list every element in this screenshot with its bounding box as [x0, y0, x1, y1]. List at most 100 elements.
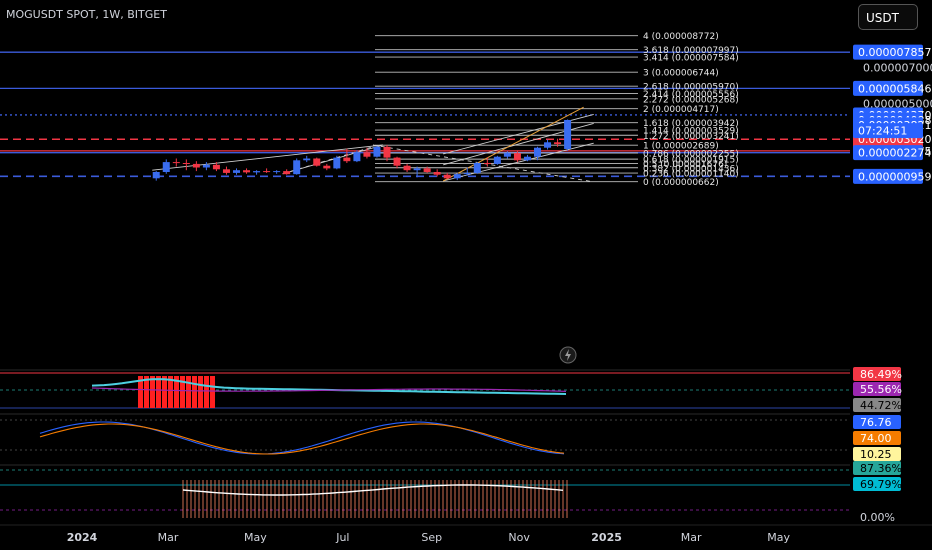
fib-label: 3 (0.000006744)	[643, 69, 719, 79]
candle-body	[263, 171, 271, 173]
candle-body	[323, 165, 331, 169]
candle-body	[413, 168, 421, 171]
candle-body	[233, 170, 240, 173]
candle-body	[182, 163, 190, 164]
candle-body	[383, 146, 391, 158]
fib-label: 3.414 (0.000007584)	[643, 54, 739, 64]
x-tick-label: Sep	[421, 531, 442, 544]
price-axis: 0.000007000 0.000005000 0.000007857 0.00000…	[853, 44, 932, 524]
candle-body	[212, 164, 220, 170]
candle-body	[493, 156, 501, 164]
x-tick-label: Nov	[508, 531, 530, 544]
fib-label: 0.382 (0.000001436)	[643, 164, 739, 174]
candle-body	[483, 163, 491, 164]
time-axis: 2024 Mar May Jul Sep Nov 2025 Mar May	[0, 524, 932, 544]
price-label: 0.000007857	[858, 46, 931, 59]
panel1-bar	[192, 376, 197, 408]
y-tick-label: 0.000005000	[863, 98, 932, 111]
candle-body	[162, 162, 170, 172]
indicator-value-box	[853, 367, 901, 381]
x-tick-label: 2025	[591, 531, 622, 544]
fib-label: 2.618 (0.000005970)	[643, 83, 739, 93]
panel1-bar	[138, 376, 143, 408]
candle-body	[152, 172, 160, 179]
candle-body	[513, 153, 521, 161]
candle-body	[463, 172, 471, 175]
candle-body	[564, 119, 572, 149]
indicator-value-box	[853, 477, 901, 491]
panel1-bar	[204, 376, 209, 408]
fib-label: 2 (0.000004717)	[643, 105, 719, 115]
price-label-box	[853, 123, 923, 139]
fibonacci-levels: 0 (0.000000662)0.236 (0.000001140)0.382 …	[375, 32, 739, 188]
indicator-value-box	[853, 382, 901, 396]
indicator-value-box	[853, 510, 901, 524]
indicator-value-box	[853, 415, 901, 429]
panel1-bar	[198, 376, 203, 408]
indicator-value: 0.00%	[860, 511, 895, 524]
fib-label: 2.414 (0.000005556)	[643, 90, 739, 100]
price-label: 0.000005846	[858, 82, 931, 95]
x-tick-label: Mar	[681, 531, 702, 544]
indicator-value: 76.76	[860, 416, 892, 429]
candle-body	[303, 158, 311, 161]
candle-body	[373, 146, 381, 157]
candle-body	[393, 157, 401, 166]
panel1-bar	[174, 376, 179, 408]
indicator-value: 86.49%	[860, 368, 902, 381]
candle-body	[453, 174, 461, 179]
candle-body	[293, 160, 301, 175]
extension-line	[442, 106, 584, 182]
indicator-value-box	[853, 431, 901, 445]
fib-label: 1.618 (0.000003942)	[643, 119, 739, 129]
indicator-value-box	[853, 447, 901, 461]
panel1-bar	[144, 376, 149, 408]
candle-body	[283, 171, 291, 175]
fib-label: 4 (0.000008772)	[643, 32, 719, 42]
panel1-bar	[162, 376, 167, 408]
price-label-box	[853, 80, 923, 96]
indicator-value: 55.56%	[860, 383, 902, 396]
candle-body	[333, 157, 341, 169]
candle-body	[544, 142, 552, 148]
fib-label: 0.618 (0.000001915)	[643, 156, 739, 166]
candles	[152, 119, 572, 181]
price-label: 07:24:51	[858, 125, 907, 138]
fib-label: 0 (0.000000662)	[643, 178, 719, 188]
candle-body	[363, 152, 371, 157]
x-tick-label: Jul	[335, 531, 349, 544]
lightning-icon[interactable]	[559, 346, 577, 364]
price-label: 0.000000959	[858, 170, 931, 183]
fib-label: 1.414 (0.000003529)	[643, 127, 739, 137]
dashed-line	[372, 144, 594, 183]
candle-body	[523, 156, 531, 161]
fib-label: 3.618 (0.000007997)	[643, 46, 739, 56]
candle-body	[243, 170, 251, 173]
indicator-panels	[0, 369, 850, 518]
symbol-title: MOGUSDT SPOT, 1W, BITGET	[6, 8, 167, 21]
fib-label: 1 (0.000002689)	[643, 142, 719, 152]
candle-body	[554, 142, 562, 145]
panel1-bar	[168, 376, 173, 408]
candle-body	[313, 158, 321, 166]
candle-body	[222, 169, 230, 173]
channel-line	[152, 144, 384, 171]
candle-body	[353, 152, 361, 162]
indicator-value-box	[853, 398, 901, 412]
price-label-box	[853, 44, 923, 60]
candle-body	[443, 174, 451, 179]
candle-body	[343, 157, 351, 162]
fib-label: 0.786 (0.000002255)	[643, 150, 739, 160]
currency-selector[interactable]: USDT	[858, 4, 918, 30]
x-tick-label: Mar	[158, 531, 179, 544]
candle-body	[253, 171, 261, 173]
x-tick-label: May	[767, 531, 790, 544]
fib-label: 2.272 (0.000005268)	[643, 95, 739, 105]
panel1-bar	[156, 376, 161, 408]
panel3-line	[182, 484, 564, 496]
x-tick-label: 2024	[67, 531, 98, 544]
indicator-value: 74.00	[860, 432, 892, 445]
panel1-bar	[186, 376, 191, 408]
